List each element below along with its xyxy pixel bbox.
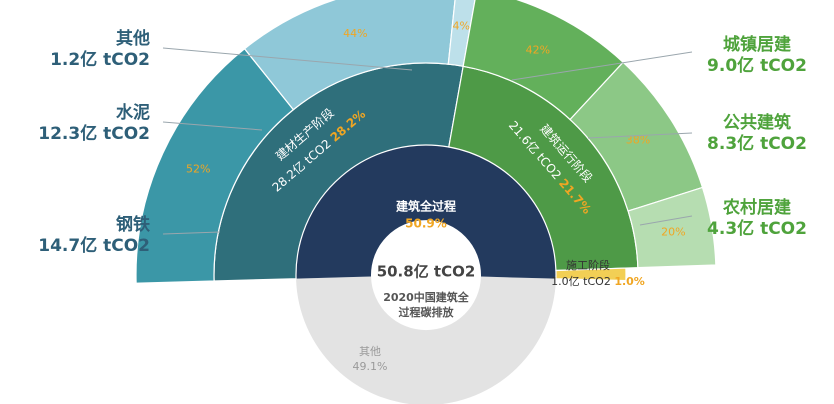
label-other-material-amount: 1.2亿 tCO2: [50, 50, 150, 70]
label-rural-residential-name: 农村居建: [723, 198, 791, 218]
inner-slice-other: [296, 276, 556, 404]
inner-slice-building-percent: 50.9%: [405, 217, 447, 231]
label-cement: 水泥 12.3亿 tCO2: [10, 103, 150, 145]
label-other-material: 其他 1.2亿 tCO2: [10, 29, 150, 71]
middle-slice-2-value: 1.0亿 tCO2 1.0%: [551, 275, 645, 288]
middle-slice-2-name: 施工阶段: [566, 258, 610, 272]
label-urban-residential-name: 城镇居建: [723, 35, 791, 55]
outer-slice-5: [627, 186, 717, 269]
outer-slice-0-percent: 52%: [186, 163, 210, 176]
label-steel-name: 钢铁: [116, 215, 150, 235]
outer-slice-3-percent: 42%: [526, 43, 550, 56]
middle-slice-2-percent: 1.0%: [614, 275, 645, 288]
center-caption-line1: 2020中国建筑全: [383, 290, 470, 304]
outer-slice-1: [243, 0, 456, 111]
inner-slice-building: [295, 145, 557, 279]
label-public-building: 公共建筑 8.3亿 tCO2: [684, 113, 830, 155]
label-steel-amount: 14.7亿 tCO2: [38, 236, 150, 256]
outer-slice-1-percent: 44%: [343, 27, 367, 40]
label-other-material-name: 其他: [116, 29, 150, 49]
outer-slice-5-percent: 20%: [661, 225, 685, 238]
label-urban-residential: 城镇居建 9.0亿 tCO2: [684, 35, 830, 77]
label-cement-name: 水泥: [116, 103, 150, 123]
center-total-value: 50.8亿 tCO2: [377, 263, 476, 281]
inner-slice-other-name: 其他: [359, 345, 381, 358]
leader-line-3: [511, 51, 693, 81]
outer-slice-2-percent: 4%: [452, 19, 469, 32]
middle-slice-2: [555, 267, 627, 282]
center-caption-line2: 过程碳排放: [399, 305, 455, 319]
leader-line-2: [162, 47, 413, 71]
label-public-building-amount: 8.3亿 tCO2: [707, 134, 807, 154]
leader-line-1: [162, 121, 263, 131]
outer-slice-4-percent: 38%: [626, 134, 650, 147]
inner-slice-other-percent: 49.1%: [353, 360, 388, 373]
label-public-building-name: 公共建筑: [723, 113, 791, 133]
label-cement-amount: 12.3亿 tCO2: [38, 124, 150, 144]
label-rural-residential-amount: 4.3亿 tCO2: [707, 219, 807, 239]
leader-line-0: [162, 231, 221, 235]
label-urban-residential-amount: 9.0亿 tCO2: [707, 56, 807, 76]
label-steel: 钢铁 14.7亿 tCO2: [10, 215, 150, 257]
inner-slice-building-name: 建筑全过程: [395, 199, 456, 214]
label-rural-residential: 农村居建 4.3亿 tCO2: [684, 198, 830, 240]
leader-line-4: [587, 132, 693, 139]
leader-line-5: [639, 215, 693, 226]
middle-slice-2-amount: 1.0亿 tCO2: [551, 275, 614, 288]
